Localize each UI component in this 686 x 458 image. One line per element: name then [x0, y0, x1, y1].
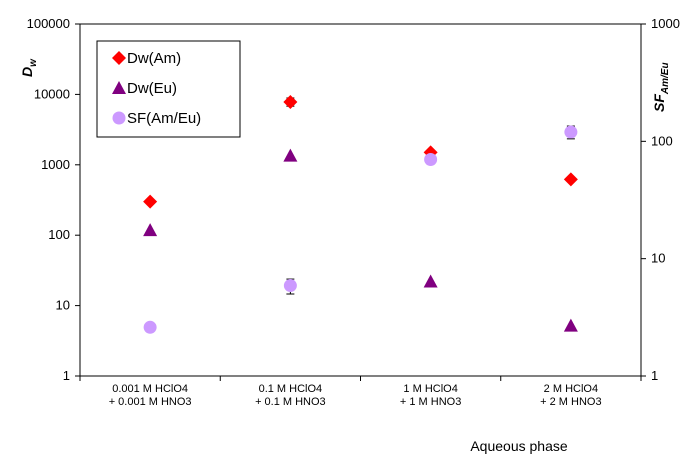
category-label: 1 M HClO4 [403, 383, 457, 395]
point-sf-am-eu [143, 320, 157, 334]
left-axis-title: Dw [19, 58, 39, 77]
category-label: 2 M HClO4 [544, 383, 598, 395]
legend-marker-dw-am [112, 51, 126, 65]
right-tick-label: 100 [651, 133, 673, 148]
point-sf-am-eu [564, 125, 578, 139]
point-dw-eu [423, 274, 438, 288]
legend-label-dw-eu: Dw(Eu) [127, 80, 177, 97]
right-axis-title-main: SF [651, 94, 667, 112]
x-axis-title: Aqueous phase [470, 438, 568, 454]
legend-marker-dw-eu [112, 81, 126, 94]
left-tick-label: 10000 [34, 86, 70, 101]
left-tick-label: 100000 [27, 16, 70, 31]
right-tick-label: 10 [651, 251, 665, 266]
category-label: + 0.1 M HNO3 [255, 396, 326, 408]
point-sf-am-eu [424, 153, 438, 167]
point-sf-am-eu [283, 279, 297, 293]
left-tick-label: 100 [48, 227, 70, 242]
category-label: 0.001 M HClO4 [112, 383, 188, 395]
left-tick-label: 1 [63, 368, 70, 383]
category-label: + 0.001 M HNO3 [109, 396, 192, 408]
point-dw-eu [143, 223, 158, 237]
data-marks [143, 94, 578, 334]
category-label: + 2 M HNO3 [540, 396, 601, 408]
left-axis-title-main: D [19, 67, 35, 77]
right-axis-title-sub: Am/Eu [660, 62, 671, 95]
right-tick-label: 1000 [651, 16, 680, 31]
category-label: 0.1 M HClO4 [259, 383, 323, 395]
legend-marker-sf-am-eu [112, 111, 126, 125]
point-dw-am [143, 194, 158, 209]
legend: Dw(Am) Dw(Eu) SF(Am/Eu) [96, 40, 241, 138]
left-tick-label: 10 [56, 298, 70, 313]
left-tick-label: 1000 [41, 157, 70, 172]
legend-label-sf-am-eu: SF(Am/Eu) [127, 110, 201, 127]
point-dw-am [283, 94, 298, 109]
point-dw-eu [283, 148, 298, 162]
left-axis-title-sub: w [28, 58, 39, 67]
left-axis-ticks: 1 10 100 1000 10000 100000 [27, 16, 80, 383]
right-axis-title: SFAm/Eu [651, 62, 671, 112]
legend-items: Dw(Am) Dw(Eu) SF(Am/Eu) [112, 50, 201, 127]
legend-label-dw-am: Dw(Am) [127, 50, 181, 67]
category-label: + 1 M HNO3 [400, 396, 461, 408]
right-axis-ticks: 1 10 100 1000 [641, 16, 680, 383]
point-dw-am [563, 172, 578, 187]
right-tick-label: 1 [651, 368, 658, 383]
point-dw-eu [563, 318, 578, 332]
